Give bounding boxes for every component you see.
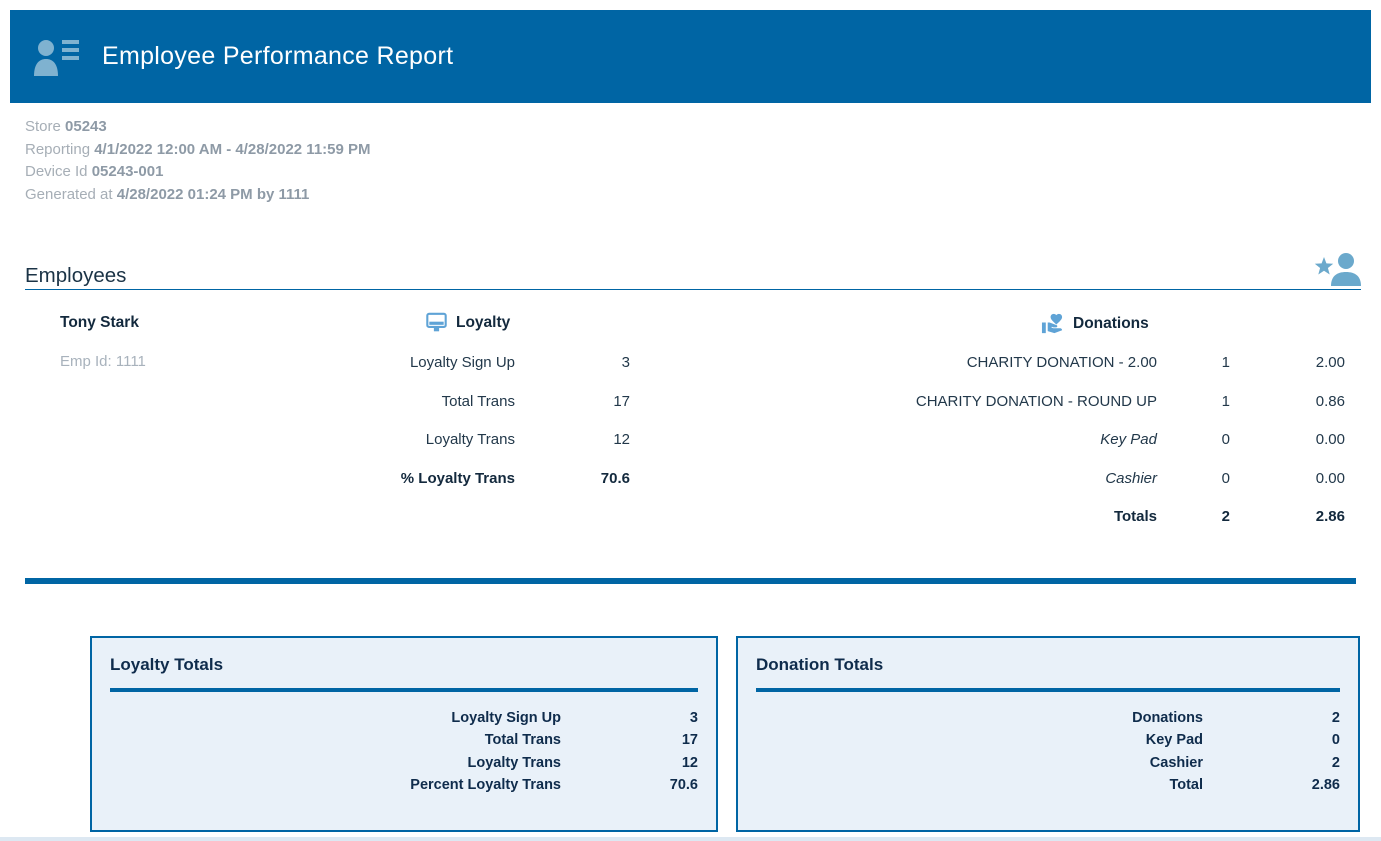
donation-row: Key Pad 0 0.00 [1100,431,1345,449]
loyalty-row: Loyalty Sign Up 3 [409,354,630,371]
donation-row-totals: Totals 2 2.86 [1113,508,1345,526]
totals-row: Cashier 2 [1149,754,1340,771]
employees-section-title: Employees [25,264,127,287]
section-divider [25,578,1356,584]
loyalty-row-total: % Loyalty Trans 70.6 [400,469,630,487]
donation-row: Cashier 0 0.00 [1105,469,1345,487]
totals-row: Key Pad 0 [1145,732,1340,749]
totals-row: Donations 2 [1132,710,1340,726]
donation-row: CHARITY DONATION - ROUND UP 1 0.86 [915,392,1345,410]
loyalty-stats: Loyalty Sign Up 3 Total Trans 17 Loyalty… [280,354,630,508]
donation-totals-rows: Donations 2 Key Pad 0 Cashier 2 Total 2.… [756,707,1340,797]
loyalty-row: Loyalty Trans 12 [425,431,630,449]
loyalty-totals-title: Loyalty Totals [110,655,224,674]
donation-totals-box: Donation Totals Donations 2 Key Pad 0 Ca… [736,636,1360,832]
loyalty-row: Total Trans 17 [441,392,630,410]
totals-row: Loyalty Trans 12 [467,754,698,771]
donation-stats: CHARITY DONATION - 2.00 1 2.00 CHARITY D… [800,354,1345,547]
employees-section-header: Employees [25,246,1361,290]
bottom-edge-strip [0,837,1381,841]
loyalty-totals-rows: Loyalty Sign Up 3 Total Trans 17 Loyalty… [110,707,698,797]
donation-row: CHARITY DONATION - 2.00 1 2.00 [966,354,1345,371]
loyalty-totals-box: Loyalty Totals Loyalty Sign Up 3 Total T… [90,636,718,832]
loyalty-column-header: Loyalty [426,312,510,334]
donation-totals-rule [756,688,1340,692]
meta-reporting: Reporting 4/1/2022 12:00 AM - 4/28/2022 … [25,140,371,158]
hand-heart-icon [1041,312,1064,335]
donation-totals-title: Donation Totals [756,655,884,674]
totals-row: Total Trans 17 [484,732,698,749]
employee-name: Tony Stark [60,314,139,331]
person-list-icon [32,35,80,79]
report-meta: Store 05243 Reporting 4/1/2022 12:00 AM … [25,116,371,207]
meta-generated-at: Generated at 4/28/2022 01:24 PM by 1111 [25,186,310,204]
totals-row: Percent Loyalty Trans 70.6 [410,777,698,794]
app-header: Employee Performance Report [10,10,1371,103]
meta-device-id: Device Id 05243-001 [25,163,164,181]
totals-row: Loyalty Sign Up 3 [451,710,698,726]
page-title: Employee Performance Report [102,42,454,70]
card-membership-icon [426,312,447,334]
employee-id: Emp Id: 1111 [60,353,146,370]
loyalty-totals-rule [110,688,698,692]
star-person-icon [1313,252,1361,288]
totals-row: Total 2.86 [1169,777,1340,794]
donations-column-header: Donations [1041,312,1149,335]
meta-store: Store 05243 [25,118,107,135]
